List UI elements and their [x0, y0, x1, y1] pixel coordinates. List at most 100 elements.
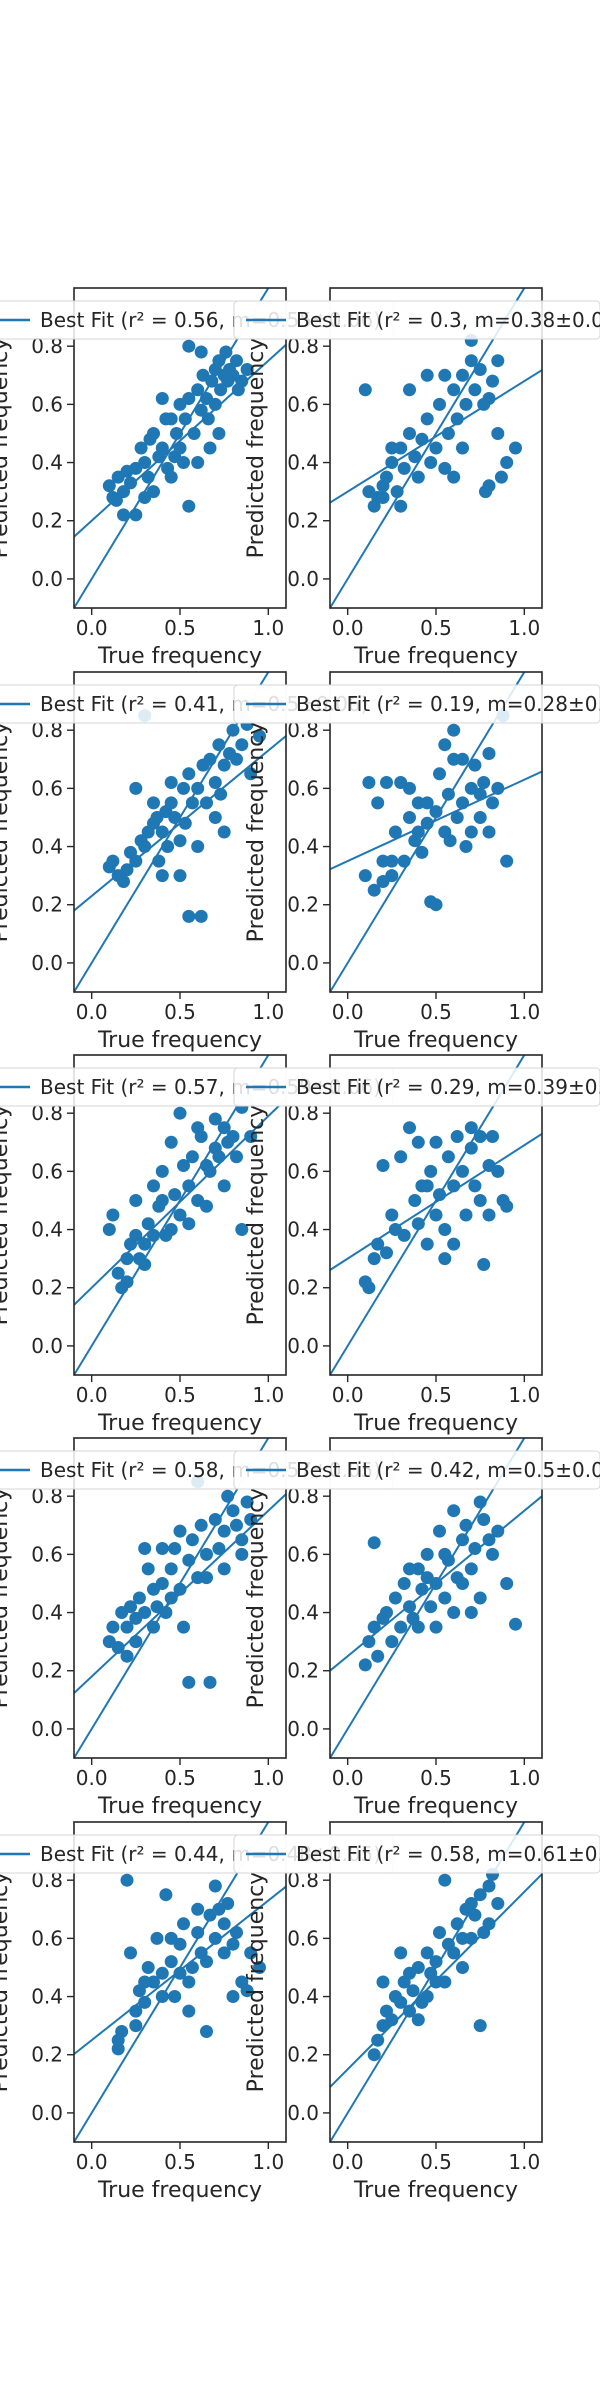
data-point	[433, 1926, 446, 1939]
data-point	[214, 787, 228, 801]
data-point	[450, 1917, 464, 1931]
data-point	[212, 427, 226, 440]
data-point	[459, 840, 473, 853]
data-point	[482, 1208, 496, 1222]
data-point	[447, 1504, 461, 1518]
data-point	[120, 1275, 134, 1289]
data-point	[385, 854, 399, 868]
y-tick-label: 0.2	[287, 1276, 319, 1300]
data-point	[403, 383, 416, 397]
data-point	[164, 412, 178, 426]
data-point	[456, 441, 469, 455]
data-point	[150, 1931, 164, 1945]
data-point	[235, 738, 249, 752]
data-point	[376, 875, 390, 888]
x-tick-label: 0.0	[76, 2150, 108, 2174]
data-point	[124, 1600, 137, 1614]
data-point	[182, 1675, 196, 1689]
data-point	[464, 1562, 478, 1576]
data-point	[200, 1571, 213, 1585]
data-point	[138, 1258, 152, 1271]
data-point	[376, 1159, 390, 1172]
data-point	[191, 456, 205, 469]
data-point	[403, 811, 416, 824]
data-point	[394, 441, 408, 455]
data-point	[456, 752, 469, 766]
data-point	[403, 2004, 416, 2018]
data-point	[459, 397, 473, 411]
data-point	[482, 392, 496, 405]
data-point	[159, 1606, 173, 1619]
data-point	[164, 796, 178, 810]
y-tick-label: 0.0	[31, 951, 63, 975]
data-point	[240, 363, 254, 376]
legend-2: Best Fit (r² = 0.3, m=0.38±0.07)	[233, 300, 600, 340]
y-axis-label: Predicted frequency	[244, 1488, 269, 1709]
data-point	[155, 825, 169, 839]
data-point	[168, 1188, 182, 1202]
data-point	[191, 1121, 205, 1135]
x-tick-label: 0.5	[420, 2150, 452, 2174]
data-point	[491, 354, 505, 368]
data-point	[388, 1591, 402, 1605]
y-axis-label: Predicted frequency	[0, 1105, 13, 1326]
data-point	[240, 1495, 254, 1509]
data-point	[182, 1217, 196, 1231]
data-point	[147, 427, 160, 440]
data-point	[129, 781, 143, 795]
data-point	[411, 470, 425, 484]
data-point	[420, 1990, 434, 2003]
y-tick-label: 0.0	[31, 567, 63, 591]
data-point	[164, 1591, 178, 1605]
data-point	[464, 1141, 478, 1155]
data-point	[203, 752, 217, 766]
data-point	[106, 854, 120, 868]
data-point	[394, 1150, 408, 1164]
data-point	[394, 1620, 408, 1634]
legend-box	[233, 300, 600, 340]
data-point	[168, 811, 182, 824]
data-point	[182, 392, 196, 405]
data-point	[147, 1228, 160, 1242]
data-point	[194, 1518, 208, 1532]
data-point	[362, 1635, 376, 1649]
x-axis-label: True frequency	[97, 1028, 262, 1053]
data-point	[443, 834, 457, 848]
data-point	[221, 1489, 235, 1503]
data-point	[420, 1179, 434, 1193]
data-point	[253, 729, 266, 743]
data-point	[155, 869, 169, 883]
data-point	[385, 1208, 399, 1222]
data-point	[403, 1966, 416, 1980]
data-point	[191, 383, 205, 397]
data-point	[212, 354, 226, 368]
data-point	[240, 1984, 254, 1998]
data-point	[235, 1223, 249, 1236]
data-point	[500, 1577, 514, 1590]
y-tick-label: 0.4	[31, 835, 63, 859]
data-point	[208, 1931, 222, 1945]
x-tick-label: 0.0	[76, 616, 108, 640]
x-axis-label: True frequency	[353, 644, 518, 669]
y-tick-label: 0.6	[31, 392, 63, 416]
data-point	[191, 1902, 205, 1916]
data-point	[477, 1258, 491, 1271]
data-point	[447, 723, 461, 737]
data-point	[491, 781, 505, 795]
data-point	[177, 456, 190, 469]
y-tick-label: 0.4	[287, 835, 319, 859]
data-point	[102, 479, 116, 493]
x-tick-label: 0.5	[164, 1383, 196, 1407]
y-tick-label: 0.4	[287, 451, 319, 475]
data-point	[226, 1937, 240, 1951]
data-point	[371, 1649, 385, 1663]
plot-area	[330, 672, 542, 992]
data-point	[473, 1888, 487, 1902]
x-tick-label: 0.5	[164, 616, 196, 640]
data-point	[182, 499, 196, 513]
x-axis-label: True frequency	[97, 2178, 262, 2203]
data-point	[226, 723, 240, 737]
data-point	[482, 1159, 496, 1172]
